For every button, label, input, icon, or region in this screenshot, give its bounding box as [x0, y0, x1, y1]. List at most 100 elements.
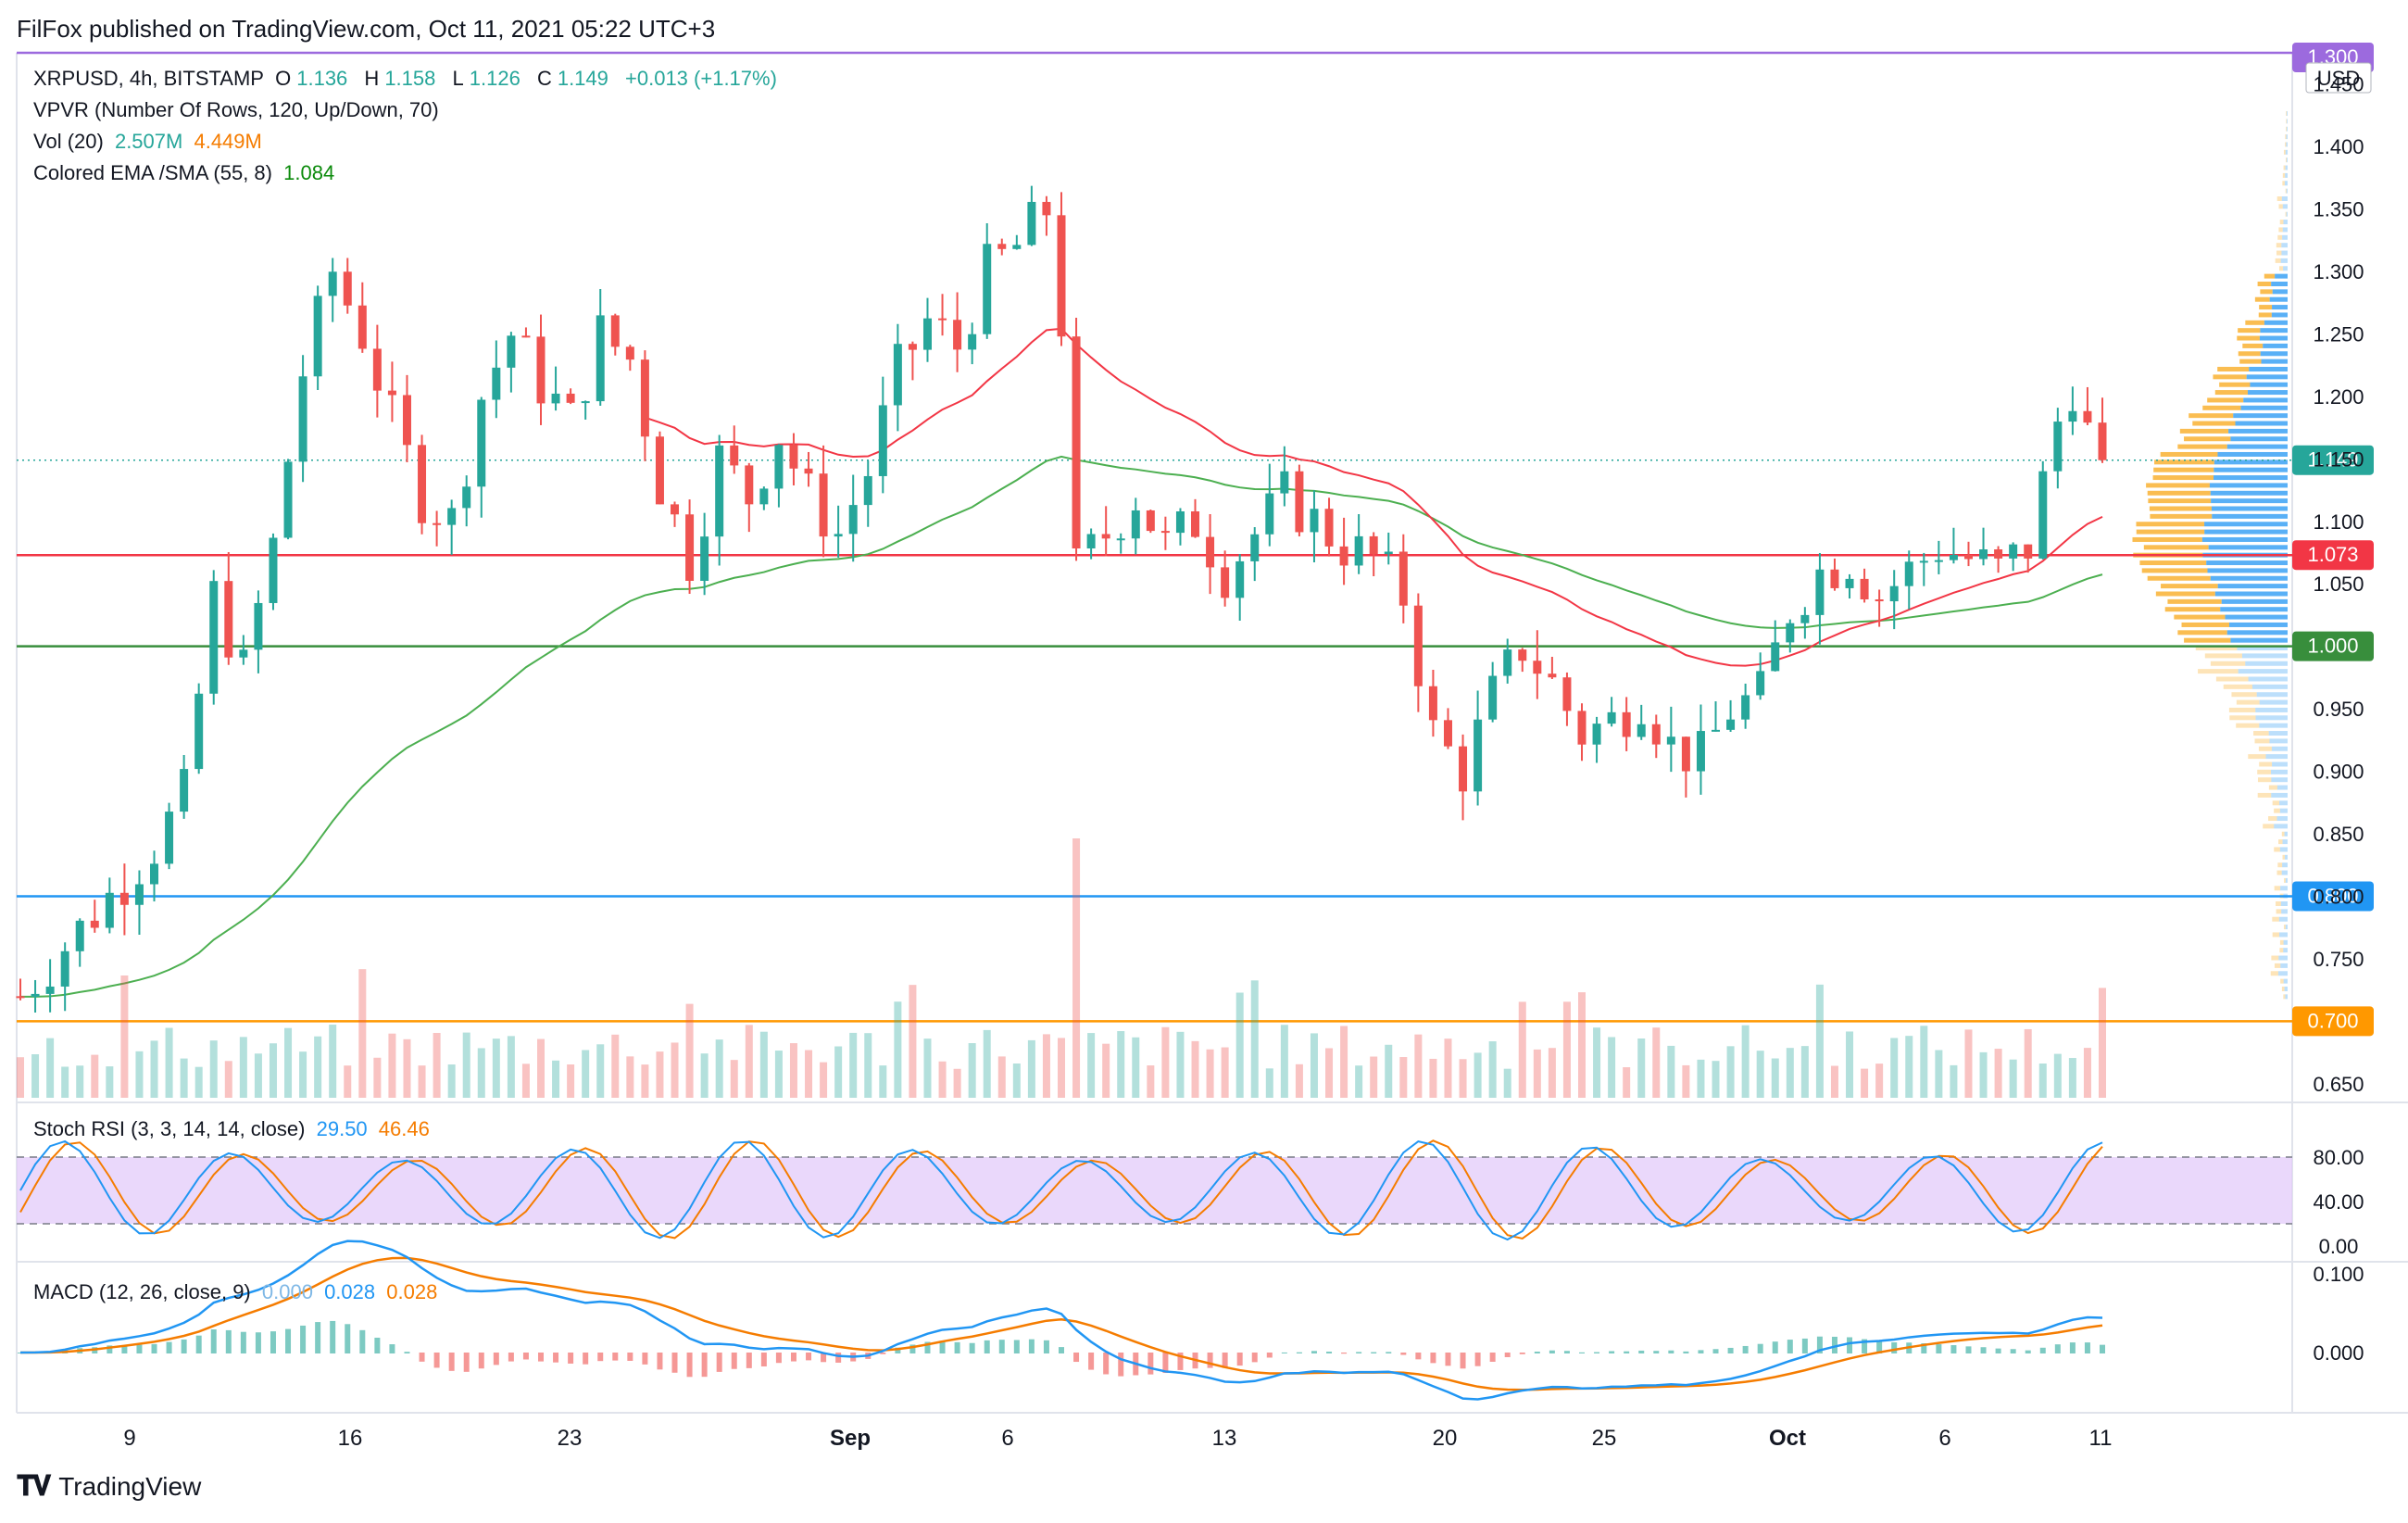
vpvr-bar-up: [2237, 646, 2288, 651]
macd-hist-bar: [2039, 1347, 2046, 1353]
volume-bar: [864, 1033, 872, 1098]
candle-body: [1712, 729, 1721, 732]
change-label: +0.013 (+1.17%): [625, 67, 777, 90]
vpvr-bar-up: [2250, 382, 2288, 387]
candle-body: [1428, 686, 1437, 721]
macd-signal-value: 0.028: [386, 1280, 438, 1303]
vpvr-bar-up: [2279, 800, 2288, 806]
macd-hist-bar: [345, 1324, 351, 1353]
volume-bar: [1474, 1052, 1482, 1098]
candle-body: [938, 318, 947, 321]
macd-legend: MACD (12, 26, close, 9) 0.000 0.028 0.02…: [33, 1280, 443, 1304]
macd-histogram: [18, 1320, 2105, 1378]
volume-bar: [433, 1033, 441, 1098]
volume-bar: [997, 1056, 1006, 1098]
candle-body: [1577, 711, 1587, 745]
vpvr-bar-up: [2271, 777, 2288, 783]
level-tag-text-0.700: 0.700: [2307, 1009, 2358, 1032]
vpvr-bar-up: [2226, 444, 2288, 449]
macd-hist-value: 0.000: [261, 1280, 313, 1303]
vpvr-bar-down: [2286, 126, 2287, 132]
macd-hist-bar: [448, 1353, 455, 1371]
vpvr-bar-down: [2195, 646, 2238, 651]
candle-body: [1042, 201, 1051, 216]
vpvr-bar-down: [2242, 343, 2264, 348]
candle-body: [1518, 649, 1527, 661]
candle-body: [1086, 534, 1096, 549]
stoch-band: [17, 1157, 2292, 1224]
stoch-tick-80.00: 80.00: [2313, 1146, 2364, 1169]
macd-hist-bar: [1549, 1350, 1555, 1353]
volume-bar: [1429, 1058, 1437, 1098]
symbol-label: XRPUSD, 4h, BITSTAMP: [33, 67, 264, 90]
vpvr-bar-down: [2143, 545, 2209, 550]
vpvr-bar-up: [2285, 925, 2288, 930]
vpvr-bar-down: [2270, 971, 2278, 976]
volume-bar: [789, 1043, 797, 1098]
volume-bar: [552, 1060, 560, 1098]
vpvr-bar-up: [2206, 560, 2288, 566]
candle-body: [1474, 719, 1483, 792]
candle-body: [313, 296, 322, 377]
volume-bar: [1176, 1031, 1185, 1098]
vpvr-bar-down: [2278, 266, 2284, 271]
volume-ma-value: 4.449M: [194, 130, 262, 153]
vpvr-bar-down: [2254, 738, 2270, 744]
macd-hist-bar: [1460, 1353, 1466, 1369]
vpvr-bar-down: [2274, 847, 2280, 852]
vpvr-bar-up: [2212, 513, 2288, 519]
volume-bar: [1147, 1065, 1155, 1098]
candle-body: [1949, 554, 1958, 560]
ema-label: Colored EMA /SMA (55, 8): [33, 161, 272, 184]
candle-body: [1741, 695, 1750, 720]
candle-body: [908, 344, 917, 350]
macd-signal-line: [19, 1256, 2103, 1391]
vpvr-bar-down: [2155, 591, 2215, 597]
vpvr-bar-down: [2253, 731, 2269, 736]
vpvr-bar-up: [2281, 243, 2288, 248]
candle-body: [60, 950, 69, 987]
vpvr-bar-down: [2147, 575, 2211, 581]
volume-bar: [1608, 1037, 1616, 1098]
candle-body: [283, 461, 293, 538]
currency-label: USD: [2317, 67, 2360, 90]
volume-bar: [953, 1068, 961, 1098]
macd-hist-bar: [270, 1331, 276, 1353]
vpvr-bar-down: [2160, 451, 2218, 457]
candle-body: [1160, 531, 1170, 534]
macd-hist-bar: [240, 1331, 246, 1353]
volume-bar: [1295, 1064, 1303, 1098]
macd-hist-bar: [463, 1353, 470, 1372]
candle-body: [16, 996, 25, 999]
macd-hist-bar: [790, 1353, 796, 1362]
vpvr-bar-up: [2286, 134, 2288, 140]
volume-bar: [700, 1053, 709, 1098]
published-text: FilFox published on TradingView.com, Oct…: [17, 15, 716, 43]
candle-body: [1339, 546, 1348, 566]
volume-bar: [1027, 1039, 1035, 1098]
vpvr-bar-down: [2153, 467, 2214, 472]
vpvr-bar-up: [2268, 731, 2288, 736]
vpvr-bar-down: [2177, 444, 2227, 449]
candle-body: [596, 315, 605, 402]
macd-hist-bar: [1222, 1353, 1228, 1368]
candle-body: [45, 986, 55, 994]
macd-tick-0.100: 0.100: [2313, 1263, 2364, 1286]
vpvr-bar-down: [2286, 119, 2288, 124]
vpvr-bar-up: [2214, 591, 2288, 597]
candle-body: [1310, 509, 1319, 533]
vpvr-bar-up: [2283, 939, 2288, 945]
vpvr-bar-down: [2258, 312, 2272, 318]
currency-box: [2305, 62, 2372, 94]
macd-hist-bar: [1995, 1348, 2001, 1353]
vpvr-bar-up: [2282, 204, 2288, 209]
volume-bar: [1682, 1064, 1690, 1098]
price-tick-0.850: 0.850: [2313, 823, 2364, 846]
macd-hist-bar: [1088, 1353, 1095, 1370]
candle-body: [387, 390, 396, 396]
tradingview-logo[interactable]: 𝐓𝐕 TradingView: [17, 1471, 201, 1503]
candle-body: [2009, 544, 2018, 559]
price-tick-1.400: 1.400: [2313, 135, 2364, 158]
candle-body: [2053, 422, 2063, 472]
